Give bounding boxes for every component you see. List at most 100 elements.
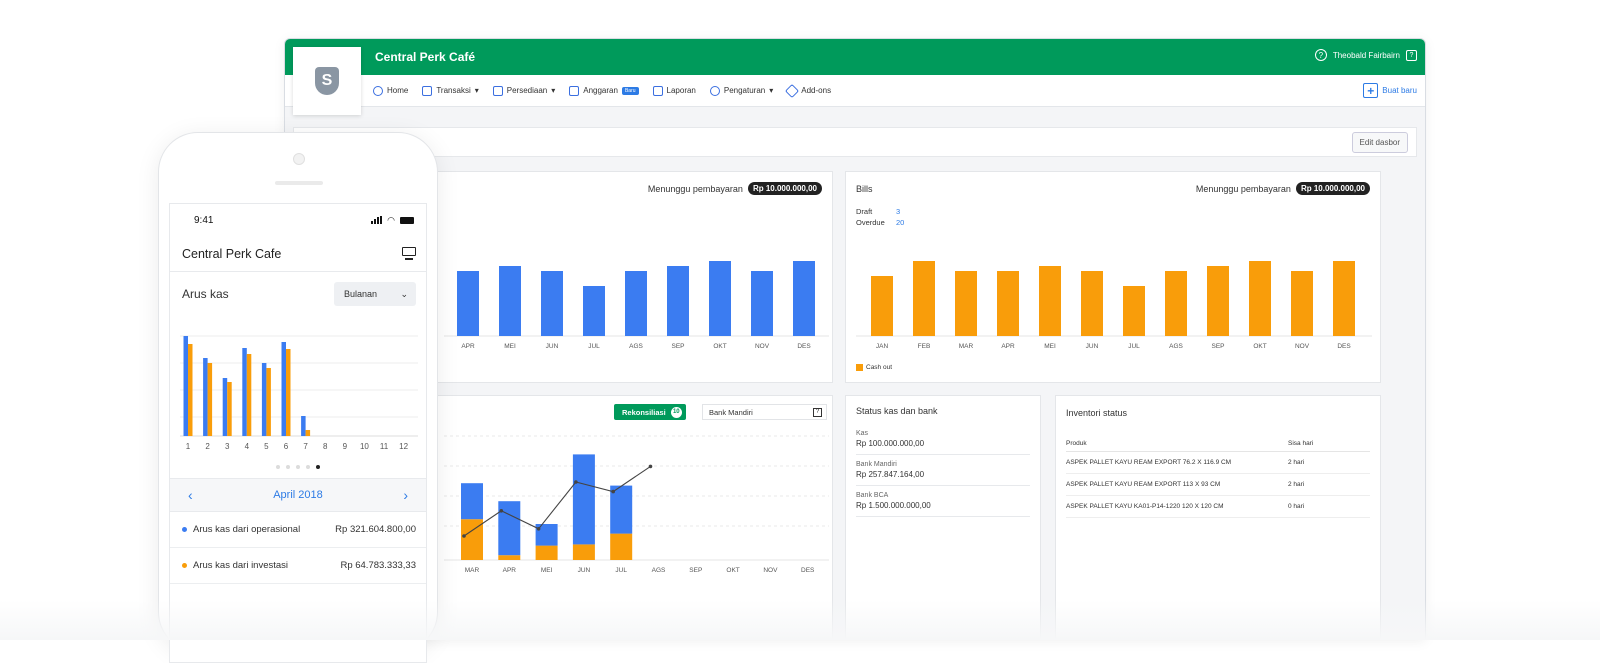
new-badge: Baru bbox=[621, 86, 639, 95]
x-tick-label: JUN bbox=[578, 567, 591, 574]
x-tick-label: 2 bbox=[205, 442, 210, 451]
edit-dashboard-button[interactable]: Edit dasbor bbox=[1351, 132, 1408, 153]
nav-home[interactable]: Home bbox=[373, 85, 408, 96]
cash-item[interactable]: Bank BCA Rp 1.500.000.000,00 bbox=[856, 492, 1030, 510]
chevron-right-icon[interactable]: › bbox=[403, 487, 408, 503]
overdue-count[interactable]: 20 bbox=[896, 218, 905, 227]
list-item[interactable]: Arus kas dari investasi Rp 64.783.333,33 bbox=[170, 548, 426, 584]
x-tick-label: DES bbox=[801, 567, 815, 574]
bar bbox=[793, 261, 815, 336]
chevron-left-icon[interactable]: ‹ bbox=[188, 487, 193, 503]
x-tick-label: SEP bbox=[1211, 343, 1224, 350]
waiting-label: Menunggu pembayaran bbox=[1195, 183, 1291, 194]
nav-addons[interactable]: Add-ons bbox=[785, 83, 831, 98]
flow-label: Arus kas dari operasional bbox=[193, 524, 301, 535]
cash-item[interactable]: Kas Rp 100.000.000,00 bbox=[856, 430, 1030, 448]
user-dropdown-icon[interactable]: ? bbox=[1406, 49, 1417, 61]
bills-card: Bills Menunggu pembayaran Rp 10.000.000,… bbox=[845, 171, 1381, 383]
app-title: Central Perk Cafe bbox=[182, 246, 282, 261]
app-header: Central Perk Cafe bbox=[170, 236, 426, 272]
x-tick-label: MEI bbox=[1044, 343, 1056, 350]
cash-item-label: Kas bbox=[856, 430, 869, 437]
bar bbox=[1291, 271, 1313, 336]
company-logo[interactable]: S bbox=[293, 47, 361, 115]
page-dot-active[interactable] bbox=[316, 465, 320, 469]
period-select[interactable]: Bulanan ⌄ bbox=[334, 282, 416, 306]
chevron-down-icon: ⌄ bbox=[400, 288, 408, 299]
product-cell: ASPEK PALLET KAYU KA01-P14-1220 120 X 12… bbox=[1066, 495, 1288, 518]
table-row[interactable]: ASPEK PALLET KAYU KA01-P14-1220 120 X 12… bbox=[1066, 495, 1370, 518]
bar bbox=[997, 271, 1019, 336]
bar bbox=[499, 266, 521, 336]
bar bbox=[583, 286, 605, 336]
cash-item-value: Rp 100.000.000,00 bbox=[856, 439, 925, 448]
user-menu[interactable]: ? Theobald Fairbairn ? bbox=[1314, 49, 1417, 61]
product-cell: ASPEK PALLET KAYU REAM EXPORT 76.2 X 116… bbox=[1066, 451, 1288, 474]
days-cell: 2 hari bbox=[1288, 451, 1370, 474]
x-tick-label: JAN bbox=[876, 343, 889, 350]
waiting-amount[interactable]: Rp 10.000.000,00 bbox=[1295, 182, 1370, 195]
phone-screen: 9:41 ◠ Central Perk Cafe Arus kas Bulana… bbox=[169, 203, 427, 663]
nav-laporan[interactable]: Laporan bbox=[652, 85, 696, 96]
bar bbox=[222, 378, 228, 436]
x-tick-label: OKT bbox=[726, 567, 739, 574]
signal-icon bbox=[371, 216, 383, 224]
bar bbox=[301, 416, 306, 436]
x-tick-label: JUN bbox=[546, 343, 559, 350]
plus-icon: + bbox=[1363, 83, 1379, 98]
page-dot[interactable] bbox=[286, 465, 290, 469]
bar-segment bbox=[461, 519, 483, 560]
nav-anggaran[interactable]: Anggaran Baru bbox=[569, 85, 639, 96]
nav-label: Anggaran bbox=[583, 86, 618, 95]
bar bbox=[261, 363, 267, 436]
front-camera bbox=[293, 153, 305, 165]
x-tick-label: JUL bbox=[615, 567, 627, 574]
table-row[interactable]: ASPEK PALLET KAYU REAM EXPORT 76.2 X 116… bbox=[1066, 451, 1370, 474]
bar bbox=[1333, 261, 1355, 336]
bar bbox=[207, 363, 213, 436]
desktop-view-icon[interactable] bbox=[402, 247, 416, 260]
list-item[interactable]: Arus kas dari operasional Rp 321.604.800… bbox=[170, 512, 426, 548]
flow-label: Arus kas dari investasi bbox=[193, 560, 289, 571]
reconcile-button[interactable]: Rekonsiliasi 10 bbox=[614, 404, 686, 420]
draft-count[interactable]: 3 bbox=[896, 207, 901, 216]
period-value: Bulanan bbox=[344, 289, 378, 299]
x-tick-label: NOV bbox=[1295, 343, 1310, 350]
waiting-amount[interactable]: Rp 10.000.000,00 bbox=[747, 182, 822, 195]
x-tick-label: MAR bbox=[959, 343, 974, 350]
x-tick-label: SEP bbox=[671, 343, 684, 350]
trend-point bbox=[499, 509, 504, 513]
bar bbox=[188, 344, 193, 436]
divider bbox=[856, 516, 1030, 517]
x-tick-label: JUN bbox=[1086, 343, 1099, 350]
table-row[interactable]: ASPEK PALLET KAYU REAM EXPORT 113 X 93 C… bbox=[1066, 473, 1370, 496]
bar bbox=[955, 271, 977, 336]
caret-down-icon: ▾ bbox=[769, 86, 774, 95]
bills-chart: JAN FEB MAR APR MEI JUN JUL AGS SEP OKT NOV DES bbox=[856, 261, 1372, 350]
cash-item[interactable]: Bank Mandiri Rp 257.847.164,00 bbox=[856, 461, 1030, 479]
bar-segment bbox=[572, 454, 595, 545]
help-icon[interactable]: ? bbox=[1314, 49, 1327, 61]
main-nav: Home Transaksi ▾ Persediaan ▾ Anggaran Baru… bbox=[285, 75, 1425, 107]
x-tick-label: 10 bbox=[360, 442, 369, 451]
page-dot[interactable] bbox=[296, 465, 300, 469]
page-dot[interactable] bbox=[276, 465, 280, 469]
x-tick-label: 6 bbox=[284, 442, 289, 451]
dropdown-icon: ? bbox=[813, 407, 822, 417]
inventory-table: Produk Sisa hari ASPEK PALLET KAYU REAM … bbox=[1066, 436, 1370, 518]
bar bbox=[1123, 286, 1145, 336]
nav-persediaan[interactable]: Persediaan ▾ bbox=[492, 85, 556, 96]
dashboard-icon bbox=[373, 85, 383, 96]
calculator-icon bbox=[569, 85, 580, 96]
nav-pengaturan[interactable]: Pengaturan ▾ bbox=[709, 85, 774, 96]
caret-down-icon: ▾ bbox=[551, 86, 556, 95]
column-header-days: Sisa hari bbox=[1288, 436, 1370, 452]
bullet-blue bbox=[182, 527, 187, 532]
create-new-button[interactable]: + Buat baru bbox=[1363, 83, 1417, 98]
x-tick-label: 3 bbox=[225, 442, 230, 451]
bar bbox=[1207, 266, 1229, 336]
bank-account-select[interactable]: Bank Mandiri ? bbox=[702, 404, 827, 420]
cash-status-title: Status kas dan bank bbox=[856, 406, 938, 416]
page-dot[interactable] bbox=[306, 465, 310, 469]
nav-transaksi[interactable]: Transaksi ▾ bbox=[422, 85, 479, 96]
